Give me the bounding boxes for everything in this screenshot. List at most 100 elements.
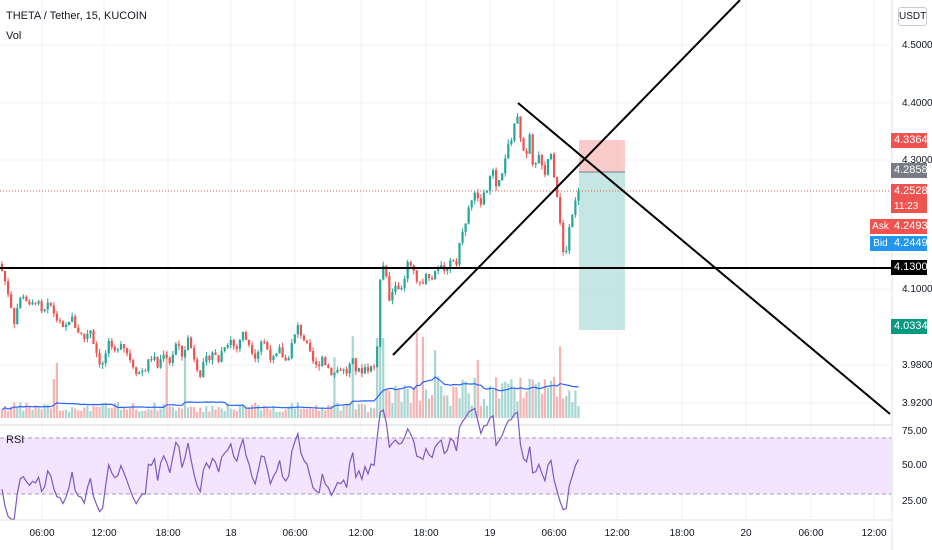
- candle-body: [571, 214, 574, 228]
- volume-bar: [98, 407, 101, 418]
- candle-body: [52, 305, 55, 314]
- time-axis-label: 18:00: [413, 528, 439, 539]
- rsi-indicator-label[interactable]: RSI: [6, 434, 25, 446]
- candle-body: [153, 356, 156, 360]
- volume-bar: [220, 408, 223, 418]
- volume-bar: [452, 386, 455, 418]
- volume-bar: [135, 409, 138, 418]
- currency-button[interactable]: USDT: [898, 7, 927, 26]
- volume-bar: [296, 402, 299, 418]
- volume-indicator-label[interactable]: Vol: [6, 30, 22, 42]
- candle-body: [22, 296, 25, 299]
- position-risk-zone[interactable]: [579, 140, 625, 172]
- volume-bar: [406, 389, 409, 418]
- candle-body: [13, 307, 16, 324]
- time-axis-label: 18: [225, 528, 237, 539]
- descending-trendline[interactable]: [517, 102, 891, 415]
- candle-body: [305, 340, 309, 343]
- volume-bar: [223, 410, 226, 418]
- volume-bar: [327, 405, 330, 418]
- candle-body: [434, 271, 437, 280]
- candle-body: [205, 355, 208, 363]
- price-axis-label: 4.1000: [902, 284, 932, 295]
- candle-body: [308, 342, 312, 352]
- candle-body: [86, 333, 89, 339]
- rsi-axis-label: 25.00: [902, 496, 928, 507]
- volume-bar: [71, 407, 74, 418]
- candle-body: [138, 372, 141, 375]
- volume-bar: [77, 410, 80, 418]
- candle-body: [382, 265, 385, 280]
- candle-body: [40, 301, 43, 312]
- volume-bar: [247, 407, 251, 418]
- candle-body: [92, 330, 95, 344]
- candle-body: [74, 316, 77, 328]
- volume-bar: [461, 379, 464, 418]
- volume-bar: [104, 402, 107, 418]
- candle-body: [327, 364, 330, 368]
- candle-body: [318, 364, 321, 367]
- candle-body: [284, 357, 287, 361]
- volume-bar: [513, 388, 516, 418]
- candle-body: [394, 285, 397, 292]
- volume-bar: [366, 411, 370, 418]
- volume-bar: [467, 393, 470, 418]
- candle-body: [546, 159, 550, 175]
- candle-body: [244, 332, 248, 340]
- volume-bar: [125, 409, 129, 418]
- candle-body: [552, 153, 556, 178]
- candle-body: [568, 227, 571, 251]
- candle-body: [485, 190, 489, 193]
- ascending-trendline[interactable]: [392, 0, 741, 356]
- candle-body: [275, 353, 278, 357]
- candle-body: [348, 363, 351, 374]
- candle-body: [190, 337, 193, 348]
- volume-bar: [409, 403, 412, 418]
- candle-body: [34, 302, 37, 304]
- volume-bar: [251, 404, 254, 418]
- candle-body: [336, 369, 339, 373]
- candle-body: [226, 345, 229, 348]
- candle-body: [257, 351, 260, 359]
- volume-bar: [290, 403, 293, 418]
- symbol-title[interactable]: THETA / Tether, 15, KUCOIN: [6, 10, 147, 22]
- volume-bar: [141, 410, 144, 418]
- candle-body: [498, 180, 501, 187]
- candle-body: [427, 274, 431, 278]
- candle-body: [543, 165, 546, 175]
- volume-bar: [257, 405, 260, 418]
- short-position-tool[interactable]: [579, 140, 625, 330]
- rsi-axis-label: 75.00: [902, 426, 928, 437]
- candle-body: [235, 346, 238, 349]
- volume-bar: [516, 401, 519, 418]
- volume-bar: [263, 405, 266, 418]
- candle-body: [77, 327, 80, 333]
- candle-body: [150, 359, 153, 361]
- volume-bar: [391, 403, 394, 418]
- volume-bar: [269, 409, 272, 418]
- volume-bar: [244, 407, 248, 418]
- position-reward-zone[interactable]: [579, 172, 625, 330]
- candle-body: [479, 198, 482, 205]
- candle-body: [186, 337, 190, 351]
- volume-bar: [235, 410, 238, 418]
- volume-bar: [31, 409, 34, 418]
- volume-bar: [7, 411, 10, 418]
- candle-body: [302, 335, 306, 341]
- volume-bar: [3, 406, 7, 418]
- volume-bar: [10, 406, 13, 418]
- volume-bar: [278, 411, 281, 418]
- volume-bar: [357, 404, 360, 418]
- volume-bar: [458, 398, 461, 418]
- candle-body: [315, 361, 318, 365]
- volume-bar: [488, 385, 492, 418]
- time-axis-label: 12:00: [348, 528, 374, 539]
- candle-body: [254, 353, 257, 359]
- candle-body: [202, 362, 205, 377]
- candle-body: [171, 354, 174, 363]
- volume-bar: [376, 338, 379, 418]
- candle-body: [464, 223, 467, 232]
- rsi-line: [1, 407, 580, 520]
- candle-body: [43, 309, 46, 312]
